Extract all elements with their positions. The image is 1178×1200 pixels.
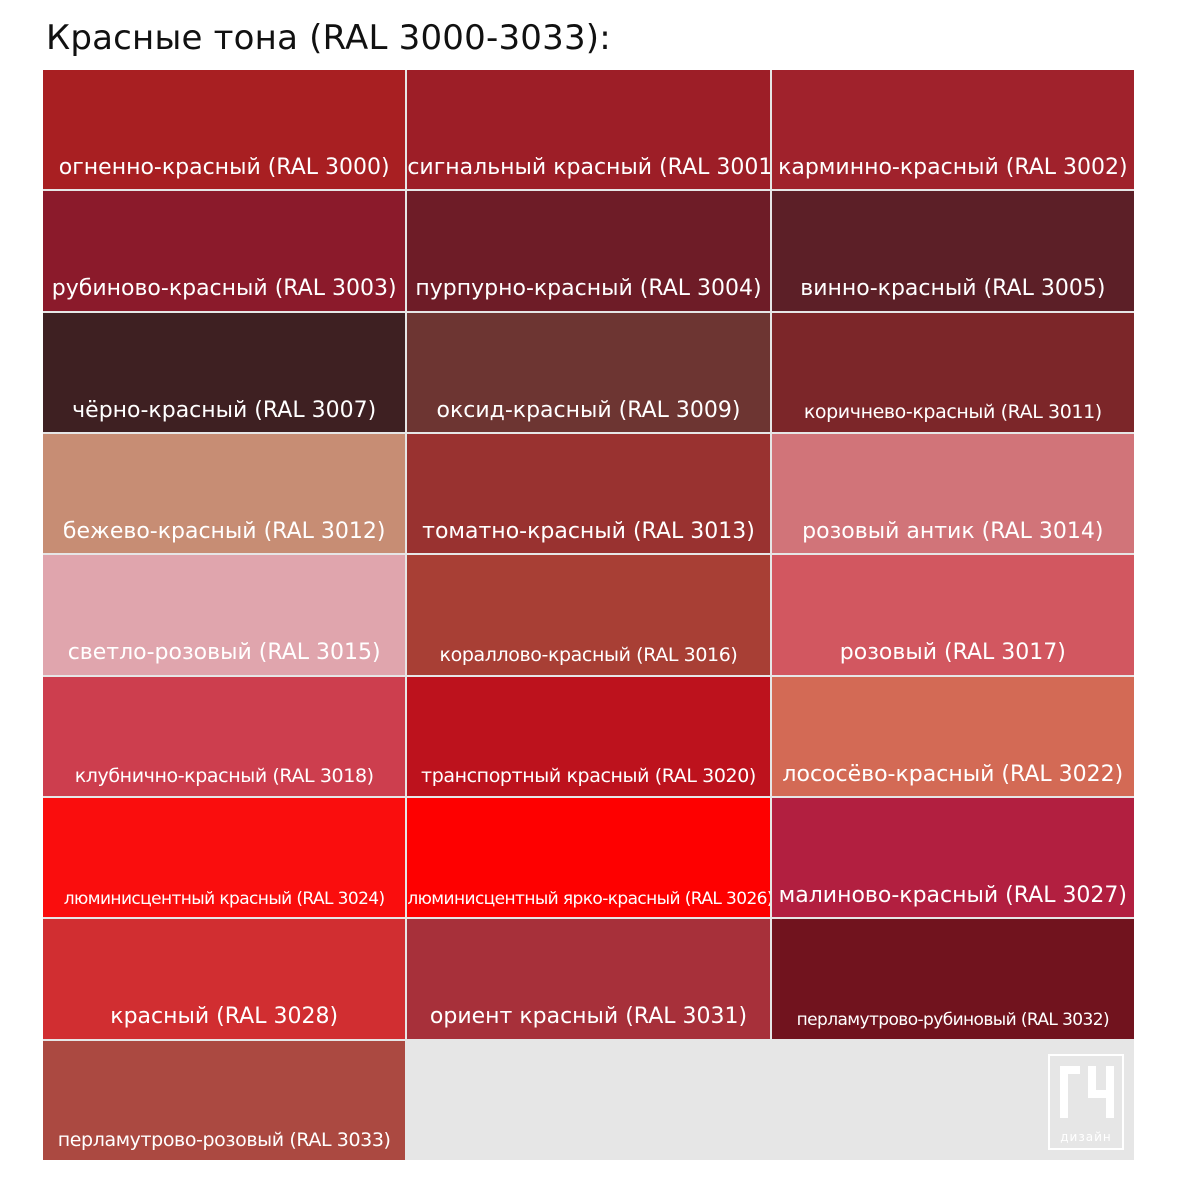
swatch: розовый (RAL 3017) [771,555,1134,675]
swatch: транспортный красный (RAL 3020) [407,676,770,796]
swatch-label: люминисцентный ярко-красный (RAL 3026) [407,888,770,909]
swatch: огненно-красный (RAL 3000) [43,70,406,190]
swatch: коричнево-красный (RAL 3011) [771,312,1134,432]
swatch-label: огненно-красный (RAL 3000) [58,154,390,180]
swatch: оксид-красный (RAL 3009) [407,312,770,432]
swatch: перламутрово-розовый (RAL 3033) [43,1040,406,1160]
swatch: люминисцентный красный (RAL 3024) [43,798,406,918]
swatch-label: сигнальный красный (RAL 3001) [407,154,770,180]
swatch: малиново-красный (RAL 3027) [771,798,1134,918]
swatch-label: чёрно-красный (RAL 3007) [72,397,377,423]
page-title: Красные тона (RAL 3000-3033): [46,18,611,58]
swatch-label: ориент красный (RAL 3031) [429,1004,748,1030]
swatch-label: розовый (RAL 3017) [839,640,1066,666]
swatch-label: оксид-красный (RAL 3009) [436,397,741,423]
swatch: люминисцентный ярко-красный (RAL 3026) [407,798,770,918]
swatch-label: люминисцентный красный (RAL 3024) [63,888,385,909]
swatch-label: томатно-красный (RAL 3013) [422,518,755,544]
logo-glyph [1060,1066,1114,1118]
swatch-label: карминно-красный (RAL 3002) [778,154,1128,180]
swatch-label: коричнево-красный (RAL 3011) [803,401,1102,424]
swatch-label: красный (RAL 3028) [110,1004,339,1030]
logo-text: дизайн [1060,1130,1112,1144]
swatch-label: светло-розовый (RAL 3015) [67,640,381,666]
swatch: чёрно-красный (RAL 3007) [43,312,406,432]
swatch-label: лососёво-красный (RAL 3022) [782,761,1124,787]
swatch: кораллово-красный (RAL 3016) [407,555,770,675]
swatch: светло-розовый (RAL 3015) [43,555,406,675]
empty-filler-area: дизайн [407,1040,1134,1160]
swatch-label: перламутрово-рубиновый (RAL 3032) [796,1010,1110,1031]
gch-logo-icon: дизайн [1048,1054,1124,1150]
swatch: перламутрово-рубиновый (RAL 3032) [771,919,1134,1039]
swatch: розовый антик (RAL 3014) [771,434,1134,554]
color-swatch-grid: огненно-красный (RAL 3000) сигнальный кр… [43,70,1134,1160]
swatch: пурпурно-красный (RAL 3004) [407,191,770,311]
swatch: рубиново-красный (RAL 3003) [43,191,406,311]
swatch: лососёво-красный (RAL 3022) [771,676,1134,796]
swatch-label: рубиново-красный (RAL 3003) [51,276,397,302]
swatch-label: перламутрово-розовый (RAL 3033) [57,1129,391,1152]
swatch: винно-красный (RAL 3005) [771,191,1134,311]
swatch-label: винно-красный (RAL 3005) [800,276,1106,302]
swatch-label: малиново-красный (RAL 3027) [778,882,1128,908]
swatch: сигнальный красный (RAL 3001) [407,70,770,190]
swatch: бежево-красный (RAL 3012) [43,434,406,554]
swatch: томатно-красный (RAL 3013) [407,434,770,554]
swatch-label: кораллово-красный (RAL 3016) [439,643,738,666]
swatch-label: пурпурно-красный (RAL 3004) [415,276,762,302]
swatch: красный (RAL 3028) [43,919,406,1039]
swatch: ориент красный (RAL 3031) [407,919,770,1039]
swatch-label: розовый антик (RAL 3014) [802,518,1104,544]
swatch-label: бежево-красный (RAL 3012) [62,518,386,544]
swatch-label: транспортный красный (RAL 3020) [421,765,756,788]
swatch: клубнично-красный (RAL 3018) [43,676,406,796]
swatch-label: клубнично-красный (RAL 3018) [74,765,374,788]
swatch: карминно-красный (RAL 3002) [771,70,1134,190]
